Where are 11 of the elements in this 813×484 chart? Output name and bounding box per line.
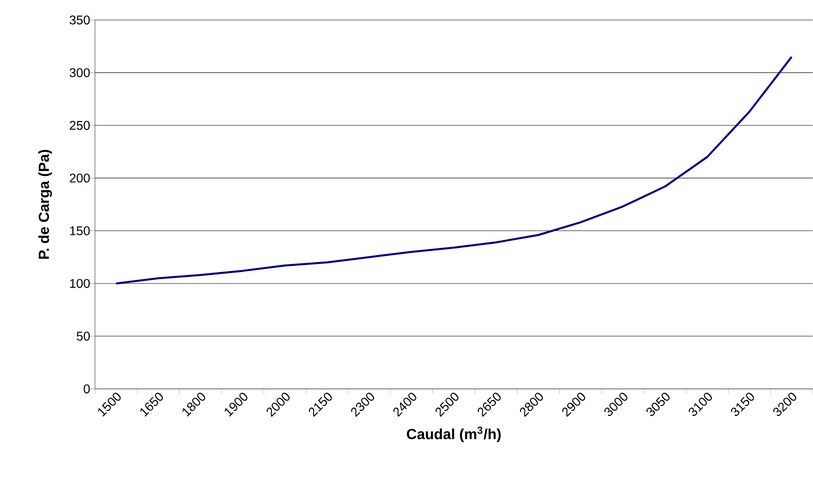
y-tick-label: 300 [70,68,90,78]
y-tick-label: 0 [84,384,90,394]
y-tick-label: 100 [70,279,90,288]
x-axis-title: Caudal (m$^{3}$/h) [406,426,501,442]
y-tick-label: 50 [76,332,90,341]
y-axis-title: P. de Carga (Pa) [38,150,52,259]
y-tick-label: 150 [70,226,90,236]
line-series [115,56,793,285]
y-tick-label: 250 [70,120,90,130]
y-tick-label: 200 [70,174,90,183]
y-tick-label: 350 [70,16,90,25]
